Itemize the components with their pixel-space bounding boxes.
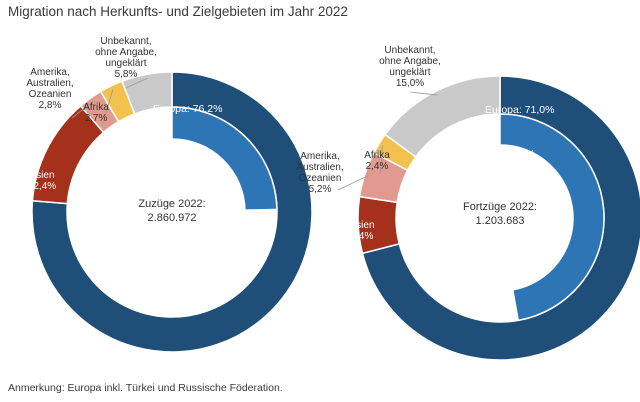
leader-line-afrika	[101, 89, 114, 127]
label-eu: EU: 47,2%	[485, 148, 535, 160]
label-europa: Europa: 76,2%	[153, 103, 222, 115]
slice-unbekannt	[121, 71, 173, 115]
slice-inner-eu	[171, 106, 278, 211]
label-unbekannt: Unbekannt, ohne Angabe, ungeklärt 15,0%	[379, 45, 441, 89]
leader-line-amerika	[71, 101, 93, 119]
slice-unbekannt	[384, 75, 501, 158]
label-eu: EU: 24,6%	[153, 149, 203, 161]
leader-line-unbekannt	[125, 77, 148, 89]
label-amerika: Amerika, Australien, Ozeanien 2,8%	[26, 67, 73, 111]
label-unbekannt: Unbekannt, ohne Angabe, ungeklärt 5,8%	[95, 36, 157, 80]
label-amerika: Amerika, Australien, Ozeanien 5,2%	[296, 151, 343, 195]
slice-inner-eu	[499, 113, 605, 322]
label-asien: Asien 6,4%	[349, 220, 374, 242]
slice-europa	[31, 71, 313, 353]
leader-line-afrika	[379, 145, 383, 175]
leader-line-unbekannt	[409, 91, 438, 96]
center-total: Fortzüge 2022: 1.203.683	[463, 201, 537, 227]
donut-chart-2	[337, 75, 640, 361]
label-europa: Europa: 71,0%	[485, 104, 554, 116]
leader-line-amerika	[337, 174, 369, 191]
label-asien: Asien 12,4%	[28, 170, 56, 192]
chart-title: Migration nach Herkunfts- und Zielgebiet…	[8, 4, 348, 19]
label-afrika: Afrika 2,7%	[83, 102, 109, 124]
center-total: Zuzüge 2022: 2.860.972	[138, 198, 205, 224]
label-afrika: Afrika 2,4%	[364, 150, 390, 172]
donut-chart-1	[31, 71, 313, 353]
footnote: Anmerkung: Europa inkl. Türkei und Russi…	[8, 382, 283, 394]
